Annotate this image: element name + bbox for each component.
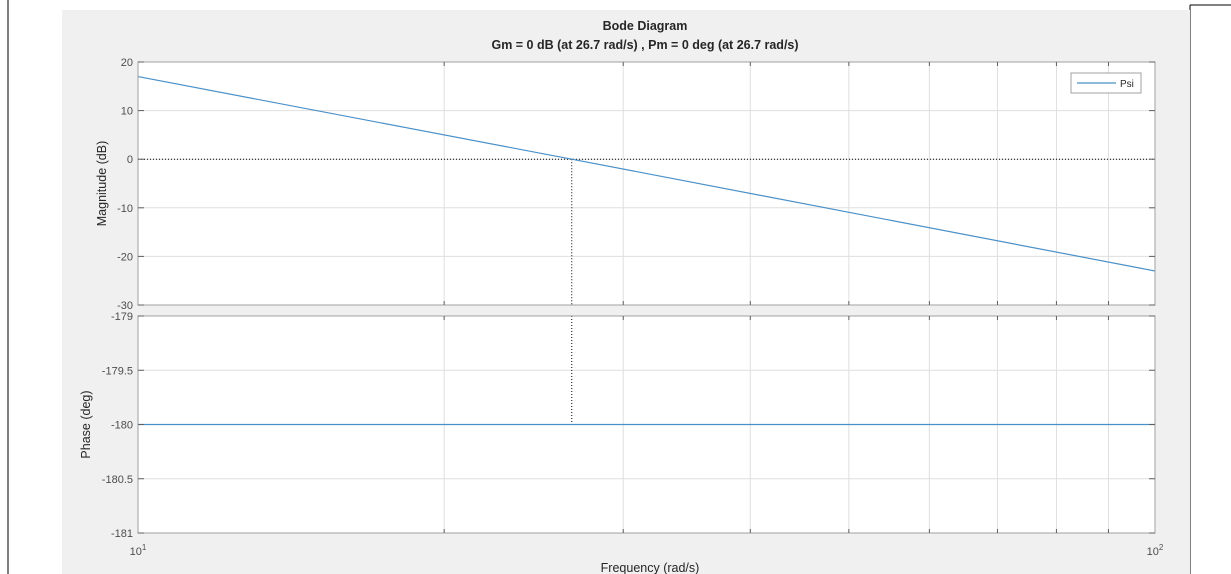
magnitude-series: [137, 75, 1156, 272]
y-tick-label: -20: [117, 251, 133, 263]
y-tick-label: -179.5: [102, 365, 133, 377]
chart-title: Bode Diagram: [603, 19, 688, 33]
y-tick-label: 10: [121, 106, 133, 118]
phase-axes: -179 -179.5 -180 -180.5 -181 Phase (deg) 101…: [79, 311, 1164, 558]
y-tick-label: -179: [111, 311, 133, 323]
magnitude-axes-box: [137, 61, 1156, 306]
frequency-xlabel: Frequency (rad/s): [601, 561, 700, 574]
x-tick-label: 101: [130, 543, 147, 558]
phase-y-tick-labels: -179 -179.5 -180 -180.5 -181: [102, 311, 133, 540]
frequency-tick-labels: 101 102: [130, 543, 1164, 558]
phase-ylabel: Phase (deg): [79, 390, 93, 458]
y-tick-label: -181: [111, 528, 133, 540]
magnitude-plot-area: [138, 62, 1155, 305]
magnitude-reference-lines: [138, 158, 1155, 305]
magnitude-ylabel: Magnitude (dB): [95, 141, 109, 226]
phase-tick-marks: [138, 315, 1155, 534]
magnitude-y-tick-labels: 20 10 0 -10 -20 -30: [117, 57, 133, 312]
legend-entry-psi: Psi: [1120, 79, 1134, 90]
legend: Psi: [1070, 72, 1142, 94]
x-tick-label: 102: [1147, 543, 1164, 558]
magnitude-tick-marks: [138, 61, 1155, 306]
y-tick-label: -180.5: [102, 474, 133, 486]
y-tick-label: -30: [117, 300, 133, 312]
y-tick-label: 0: [127, 154, 133, 166]
series-line-psi: [137, 75, 1156, 272]
y-tick-label: -180: [111, 420, 133, 432]
magnitude-axes: 20 10 0 -10 -20 -30 Magnitude (dB) Psi: [95, 57, 1156, 312]
y-tick-label: 20: [121, 57, 133, 69]
chart-subtitle: Gm = 0 dB (at 26.7 rad/s) , Pm = 0 deg (…: [491, 38, 798, 52]
y-tick-label: -10: [117, 203, 133, 215]
